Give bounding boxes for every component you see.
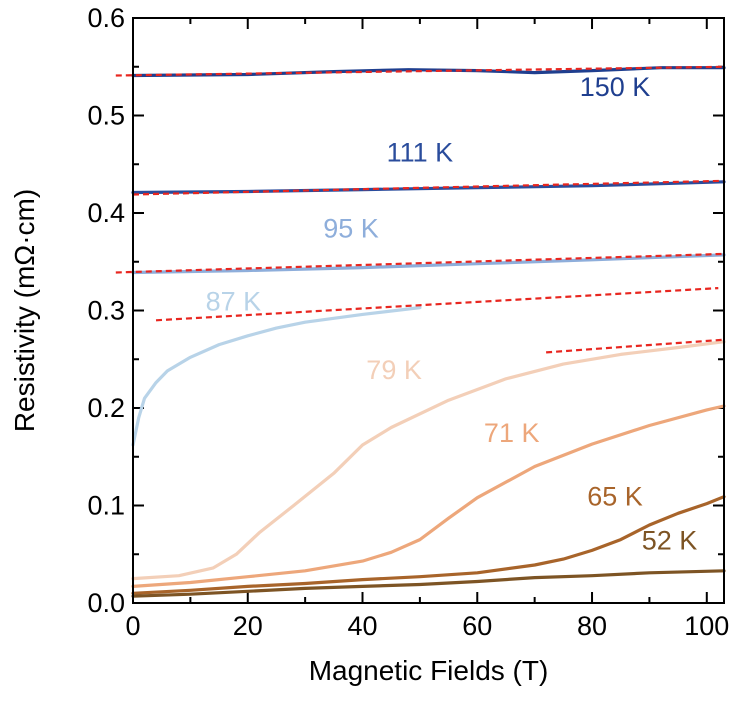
x-tick-label: 40	[347, 611, 377, 641]
fit-line	[115, 65, 725, 77]
series-label: 71 K	[484, 418, 540, 448]
series-line	[131, 569, 726, 598]
series-label: 52 K	[642, 525, 698, 555]
labels-layer: 150 K 111 K 95 K 87 K 79 K 71 K 65 K 52 K	[206, 72, 698, 555]
series-label: 65 K	[587, 482, 643, 512]
plot-frame	[132, 17, 725, 604]
fit-line	[132, 179, 725, 196]
y-tick-label: 0.4	[87, 198, 125, 228]
y-tick-label: 0.3	[87, 296, 125, 326]
fit-line	[115, 252, 725, 274]
series-line	[131, 306, 422, 447]
x-tick-label: 0	[125, 611, 140, 641]
x-tick-label: 80	[577, 611, 607, 641]
x-axis-title: Magnetic Fields (T)	[309, 655, 549, 686]
y-tick-label: 0.0	[87, 588, 125, 618]
x-tick-label: 60	[462, 611, 492, 641]
x-tick-label: 20	[233, 611, 263, 641]
y-axis-title: Resistivity (mΩ·cm)	[9, 189, 40, 432]
series-label: 79 K	[366, 355, 422, 385]
x-tick-label: 100	[684, 611, 729, 641]
series-label: 111 K	[387, 137, 454, 167]
fit-line	[155, 287, 719, 322]
y-tick-label: 0.6	[87, 3, 125, 33]
series-line	[131, 495, 726, 595]
ticks-layer: 0.0 0.1 0.2 0.3 0.4 0.5 0.6 0 20 40 60 80 100	[87, 3, 729, 641]
series-line	[131, 404, 726, 589]
series-label: 87 K	[206, 287, 262, 317]
series-label: 95 K	[323, 213, 379, 243]
y-tick-label: 0.2	[87, 393, 125, 423]
lines-layer	[115, 65, 726, 598]
y-tick-label: 0.1	[87, 491, 125, 521]
series-label: 150 K	[580, 72, 651, 102]
y-tick-label: 0.5	[87, 101, 125, 131]
series-line	[131, 253, 726, 275]
series-line	[131, 340, 726, 581]
